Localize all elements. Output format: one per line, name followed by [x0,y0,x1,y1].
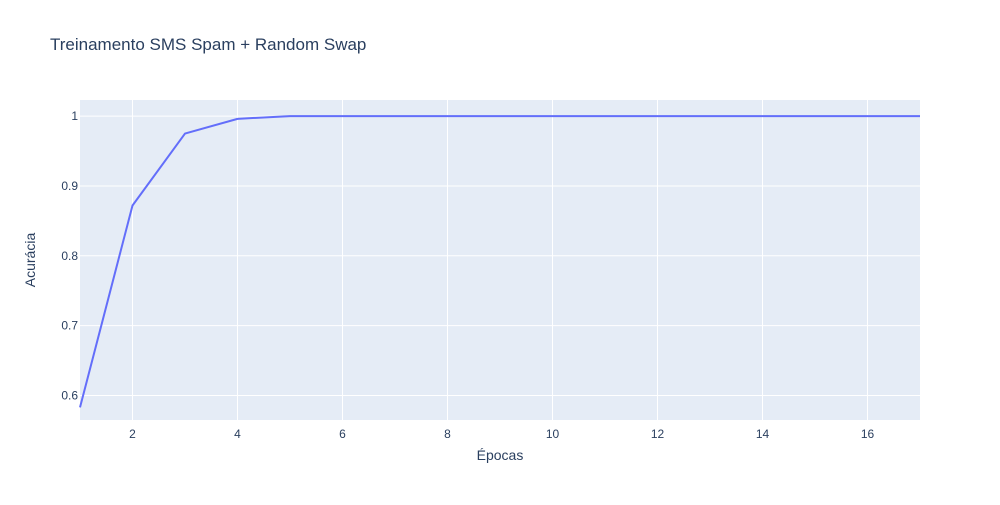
x-tick-label: 8 [444,427,451,441]
x-tick-label: 14 [756,427,770,441]
grid-lines [80,100,920,420]
y-tick-label: 0.8 [61,249,78,263]
x-tick-label: 2 [129,427,136,441]
y-axis-title: Acurácia [22,233,38,288]
y-tick-label: 0.6 [61,389,78,403]
series-line-0 [79,115,920,408]
y-tick-label: 1 [71,109,78,123]
y-tick-label: 0.7 [61,319,78,333]
x-tick-label: 4 [234,427,241,441]
x-axis-title: Épocas [477,447,524,463]
plot-area [80,100,920,420]
x-tick-label: 10 [546,427,560,441]
x-tick-label: 12 [651,427,665,441]
chart-title: Treinamento SMS Spam + Random Swap [50,35,366,54]
y-tick-label: 0.9 [61,179,78,193]
series-layer [79,115,920,408]
tick-labels: 2 4 6 8 10 12 14 16 0.6 0.7 0.8 0.9 1 [61,109,874,441]
x-tick-label: 6 [339,427,346,441]
x-tick-label: 16 [861,427,875,441]
